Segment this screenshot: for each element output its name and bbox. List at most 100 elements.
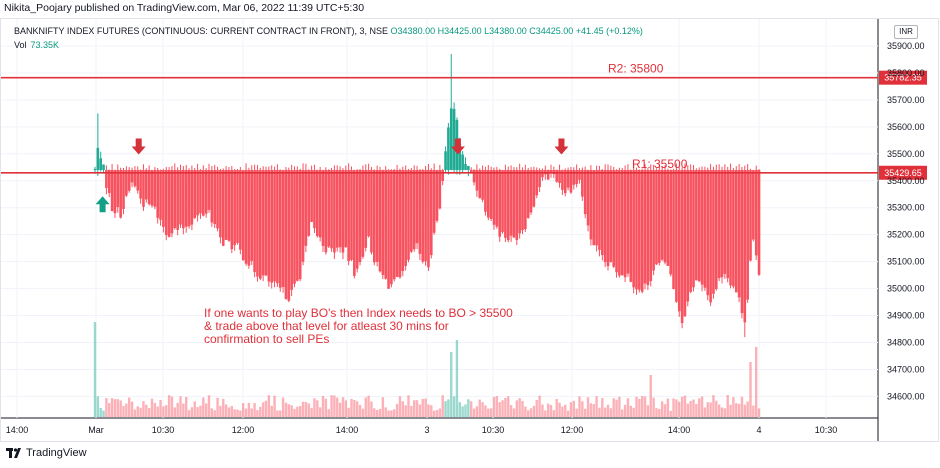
volume-bar [273,395,276,417]
tradingview-logo-icon [6,448,21,458]
candle-body [672,169,675,290]
candle-body [524,169,527,230]
volume-bar [187,410,191,417]
volume-bar [142,401,145,417]
candle-body [361,169,365,257]
volume-bar [284,402,288,417]
volume-bar [529,408,533,417]
candle-body [261,169,265,276]
candle-body [737,169,741,298]
volume-bar [450,352,453,417]
volume-bar [256,410,259,417]
volume-bar [230,406,233,417]
arrow-down-icon [450,138,465,155]
candle-body [712,169,715,294]
candle-body [293,169,296,284]
candle-body [689,169,692,292]
candle-body [341,169,345,253]
candle-body [652,169,655,271]
candle-body [318,169,322,238]
currency-button[interactable]: INR [894,25,918,39]
candle-body [370,169,373,253]
candle-body [449,108,453,170]
change-value: +41.45 (+0.12%) [575,26,643,36]
candle-body [729,169,732,286]
arrow-up-icon [95,196,110,213]
candle-body [330,169,333,249]
volume-bar [324,398,328,417]
volume-bar [652,397,655,417]
candle-body [378,169,382,272]
volume-bar [279,410,282,417]
price-axis[interactable]: 35900.00 35800.00 35700.00 35600.00 35500.00… [887,41,925,401]
candle-body [333,169,336,253]
candle-body [635,169,638,290]
candle-body [515,169,519,241]
volume-bar [310,407,313,417]
candle-body [538,169,541,188]
volume-bar [378,408,382,417]
volume-bar [475,406,479,417]
volume-bar [113,399,117,417]
volume-bar [669,410,672,417]
candle-body [127,169,131,191]
volume-bar [384,407,387,417]
y-tick-label: 35600.00 [887,122,925,132]
volume-bar [307,403,310,417]
time-axis[interactable]: 14:00 Mar 10:30 12:00 14:00 3 10:30 12:00 14:00 4… [6,425,838,435]
y-tick-label: 35700.00 [887,95,925,105]
volume-bar [589,403,593,417]
candle-body [734,169,738,293]
footer-brand[interactable]: TradingView [6,447,87,459]
candle-body [364,169,368,248]
candle-body [107,169,111,193]
candle-body [723,169,727,274]
level-label: R2: 35800 [608,62,664,76]
volume-bar [145,404,148,417]
candle-body [392,169,396,280]
candle-body [353,169,356,276]
volume-bar [398,396,402,417]
volume-bar [293,408,296,417]
candle-body [458,143,462,170]
symbol-legend: BANKNIFTY INDEX FUTURES (CONTINUOUS: CUR… [14,26,643,36]
volume-bar [415,400,419,417]
candle-body [179,169,182,225]
x-tick-label: 14:00 [336,425,359,435]
volume-bar [196,407,199,417]
volume-bar [170,396,174,417]
volume-bar [675,399,678,417]
volume-bar [159,400,162,417]
volume-bar [290,405,293,417]
volume-bar [116,399,119,417]
candle-body [290,169,293,290]
y-tick-label: 35900.00 [887,41,925,51]
candle-body [244,169,248,264]
candle-body [270,169,273,283]
volume-bar [301,401,305,417]
volume-bar [210,408,214,417]
candle-body [444,151,447,170]
volume-bar [755,347,758,417]
candle-body [669,169,672,275]
volume-bar [635,396,638,417]
volume-bar [267,395,271,417]
candle-body [250,169,254,261]
volume-bar [735,403,738,417]
candle-body [173,169,177,228]
volume-bar [401,401,404,417]
volume-bar [609,408,613,417]
candle-body [418,169,422,254]
volume-bar [281,397,285,417]
candle-body [618,169,621,276]
volume-bar [421,398,424,417]
candle-body [535,169,539,196]
volume-bar [683,395,687,417]
candle-body [692,169,695,288]
candle-body [601,169,604,255]
candle-body [338,169,342,248]
volume-bar [641,395,644,417]
candle-body [643,169,647,284]
candle-body [506,169,510,241]
candle-body [487,169,490,218]
